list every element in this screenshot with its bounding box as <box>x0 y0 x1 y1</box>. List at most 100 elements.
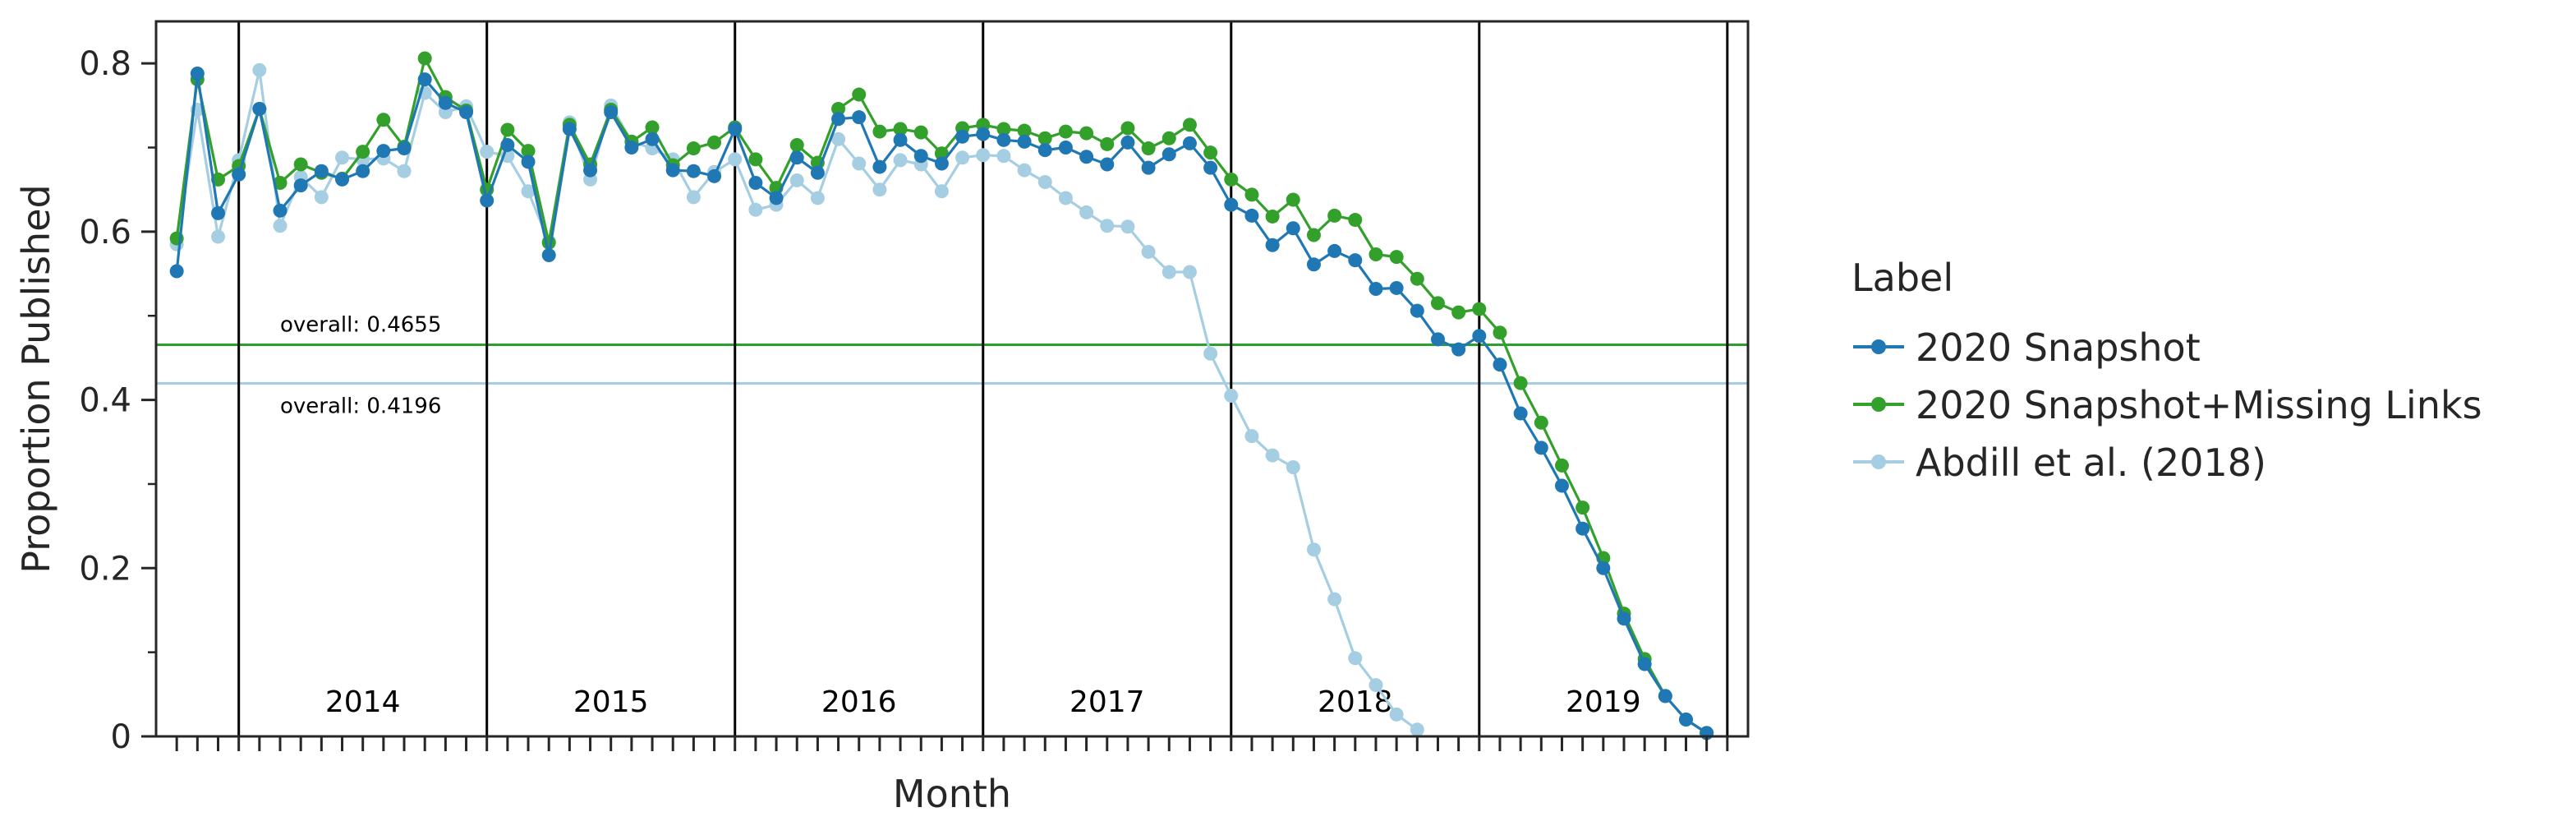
data-point <box>728 152 743 167</box>
data-point <box>1079 126 1094 141</box>
data-point <box>1472 302 1487 316</box>
data-point <box>1120 219 1135 234</box>
data-point <box>1348 253 1363 268</box>
data-point <box>1182 118 1197 132</box>
data-point <box>1348 651 1363 666</box>
data-point <box>232 167 246 182</box>
data-point <box>810 165 825 180</box>
data-point <box>1306 228 1321 242</box>
data-point <box>1224 388 1239 403</box>
data-point <box>438 95 453 110</box>
data-point <box>1244 429 1259 444</box>
data-point <box>1058 141 1073 155</box>
data-point <box>913 149 928 164</box>
data-point <box>1286 459 1300 474</box>
data-point <box>273 203 288 218</box>
data-point <box>1451 305 1466 320</box>
data-point <box>273 219 288 233</box>
data-point <box>1162 131 1176 145</box>
data-point <box>831 131 846 146</box>
reference-lines: overall: 0.4655 overall: 0.4196 <box>156 313 1748 419</box>
data-point <box>748 152 763 167</box>
overall-label-1: overall: 0.4655 <box>280 313 441 338</box>
data-point <box>1637 657 1652 671</box>
data-point <box>1306 542 1321 557</box>
data-point <box>1389 280 1404 295</box>
data-point <box>955 129 970 144</box>
data-point <box>1141 160 1156 175</box>
data-point <box>562 122 577 136</box>
data-point <box>1037 174 1052 189</box>
data-point <box>831 101 846 116</box>
data-point <box>872 182 887 197</box>
data-point <box>1534 415 1548 430</box>
data-point <box>1182 136 1197 150</box>
data-point <box>1327 208 1342 223</box>
data-point <box>1079 205 1094 219</box>
data-point <box>417 72 432 87</box>
y-tick-label: 0 <box>111 718 131 756</box>
data-point <box>686 190 701 205</box>
data-point <box>996 122 1011 136</box>
data-point <box>789 173 804 187</box>
data-point <box>1203 346 1218 361</box>
y-tick-label: 0.2 <box>79 550 131 588</box>
data-point <box>1037 143 1052 158</box>
data-point <box>1244 187 1259 202</box>
data-point <box>604 105 619 120</box>
data-point <box>686 164 701 178</box>
data-point <box>1162 265 1176 279</box>
data-point <box>1079 150 1094 164</box>
data-point <box>665 163 680 178</box>
data-point <box>645 131 660 146</box>
data-point <box>1596 561 1611 575</box>
data-point <box>996 149 1011 164</box>
legend-label: Abdill et al. (2018) <box>1916 441 2266 485</box>
data-point <box>1265 238 1280 252</box>
data-point <box>1472 329 1487 344</box>
data-point <box>356 164 370 178</box>
data-point <box>335 172 350 187</box>
data-point <box>397 141 412 156</box>
data-point <box>1678 713 1693 727</box>
data-point <box>459 105 474 120</box>
data-point <box>1224 172 1239 187</box>
data-point <box>1203 160 1218 175</box>
data-point <box>314 164 329 178</box>
data-point <box>1451 342 1466 357</box>
data-point <box>356 145 370 159</box>
legend-swatch-marker <box>1871 454 1886 469</box>
legend-title: Label <box>1852 256 1953 300</box>
overall-label-2: overall: 0.4196 <box>280 394 441 419</box>
data-point <box>728 122 743 136</box>
data-point <box>1162 147 1176 162</box>
data-point <box>1327 243 1342 258</box>
data-point <box>1389 707 1404 722</box>
data-point <box>1058 191 1073 205</box>
data-point <box>521 144 536 159</box>
data-point <box>1389 250 1404 265</box>
data-point <box>872 124 887 139</box>
data-point <box>934 156 949 171</box>
data-point <box>789 137 804 152</box>
data-point <box>376 113 391 127</box>
legend-label: 2020 Snapshot <box>1916 325 2201 370</box>
year-label: 2018 <box>1318 685 1393 719</box>
data-point <box>211 229 226 244</box>
y-axis-title: Proportion Published <box>14 184 58 573</box>
data-point <box>893 122 908 136</box>
data-point <box>1306 257 1321 272</box>
data-point <box>521 155 536 169</box>
data-point <box>500 137 515 152</box>
data-point <box>1037 131 1052 145</box>
data-point <box>1410 303 1424 318</box>
data-point <box>583 163 598 178</box>
data-point <box>976 127 991 141</box>
data-point <box>314 190 329 205</box>
data-point <box>1554 458 1569 473</box>
data-point <box>252 101 267 116</box>
data-point <box>1141 141 1156 156</box>
data-point <box>789 150 804 165</box>
data-point <box>645 120 660 135</box>
data-point <box>1368 281 1383 296</box>
